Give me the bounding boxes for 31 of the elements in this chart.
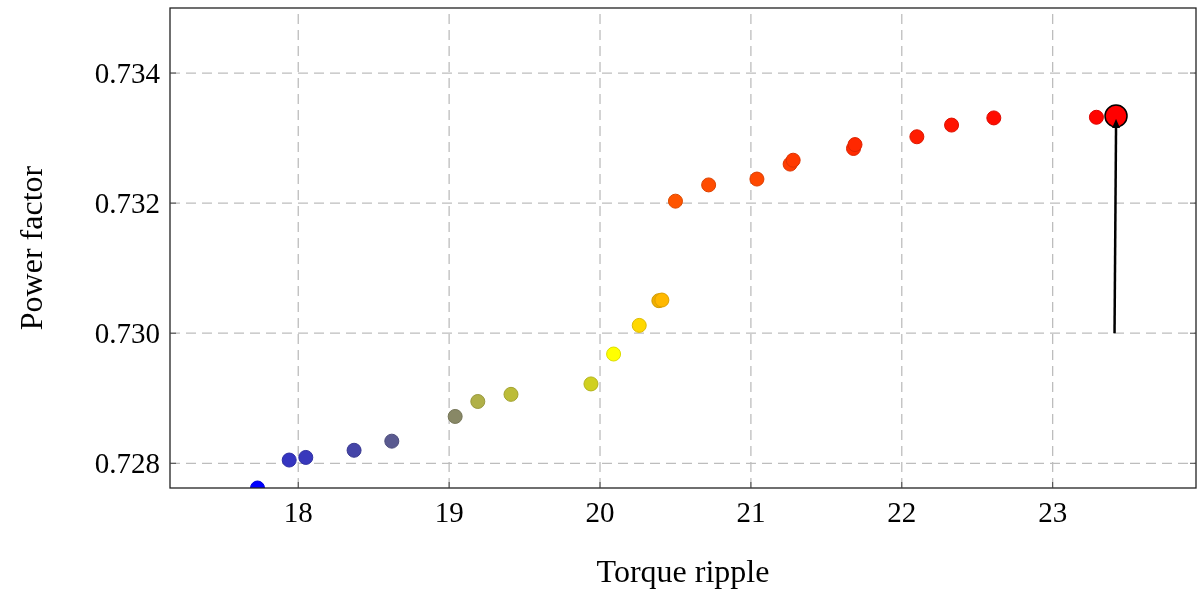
x-tick-label: 19 bbox=[434, 496, 464, 528]
point bbox=[470, 394, 486, 409]
y-tick-label: 0.728 bbox=[94, 447, 160, 480]
point bbox=[631, 317, 647, 333]
point bbox=[447, 408, 463, 424]
point bbox=[583, 376, 599, 392]
point bbox=[1088, 109, 1104, 125]
point bbox=[298, 449, 314, 465]
point bbox=[1104, 104, 1128, 128]
point bbox=[346, 442, 362, 458]
point bbox=[281, 452, 297, 468]
x-axis-title: Torque ripple bbox=[596, 553, 770, 589]
point bbox=[749, 171, 765, 187]
point bbox=[606, 346, 622, 362]
x-tick-label: 18 bbox=[283, 496, 313, 528]
x-tick-label: 22 bbox=[887, 496, 917, 528]
y-axis-title: Power factor bbox=[13, 165, 49, 331]
point bbox=[667, 193, 683, 209]
point bbox=[503, 386, 519, 402]
point bbox=[701, 177, 717, 193]
point bbox=[986, 110, 1002, 126]
point bbox=[384, 433, 400, 449]
y-tick-label: 0.730 bbox=[94, 317, 160, 350]
x-tick-label: 20 bbox=[585, 496, 615, 528]
point bbox=[785, 152, 801, 168]
y-tick-label: 0.732 bbox=[94, 187, 160, 220]
y-tick-label: 0.734 bbox=[94, 57, 161, 90]
point bbox=[909, 129, 925, 145]
x-tick-label: 21 bbox=[736, 496, 766, 528]
x-tick-label: 23 bbox=[1038, 496, 1068, 528]
point bbox=[944, 117, 960, 133]
